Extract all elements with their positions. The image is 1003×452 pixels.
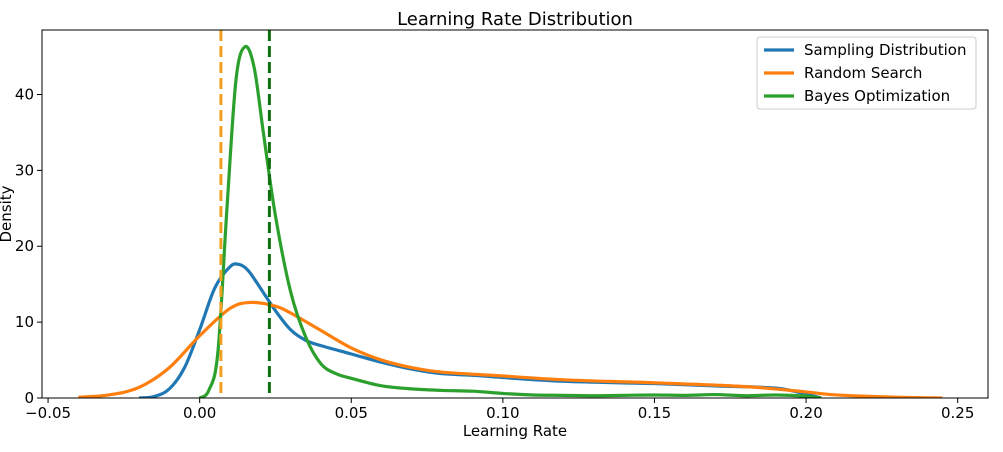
legend-box (756, 36, 977, 110)
x-axis-label: Learning Rate (463, 422, 567, 440)
x-tick-label: 0.05 (335, 404, 368, 422)
y-axis-label: Density (0, 185, 15, 242)
series-line-sampling-distribution (138, 262, 822, 398)
axes-frame (41, 29, 989, 399)
x-tick-label: −0.05 (25, 404, 71, 422)
x-tick-label: 0.20 (789, 404, 822, 422)
y-tick-label: 10 (15, 313, 34, 331)
series-line-random-search (78, 300, 943, 398)
x-tick-label: 0.00 (183, 404, 216, 422)
x-tick-label: 0.25 (941, 404, 974, 422)
series-line-bayes-optimization (198, 44, 822, 398)
x-axis: −0.05 0.00 0.05 0.10 0.15 0.20 0.25 (25, 398, 974, 422)
legend: Sampling Distribution Random Search Bayes … (756, 36, 977, 110)
plot-area (78, 30, 943, 398)
y-tick-label: 20 (15, 237, 34, 255)
legend-label-random-search: Random Search (804, 64, 922, 82)
y-tick-label: 30 (15, 161, 34, 179)
y-tick-label: 0 (24, 389, 34, 407)
x-tick-label: 0.15 (638, 404, 671, 422)
x-tick-label: 0.10 (486, 404, 519, 422)
y-axis: 0 10 20 30 40 (15, 85, 42, 407)
y-tick-label: 40 (15, 85, 34, 103)
chart-title: Learning Rate Distribution (397, 9, 633, 30)
legend-label-bayes-optimization: Bayes Optimization (804, 87, 950, 105)
legend-label-sampling-distribution: Sampling Distribution (804, 41, 967, 59)
